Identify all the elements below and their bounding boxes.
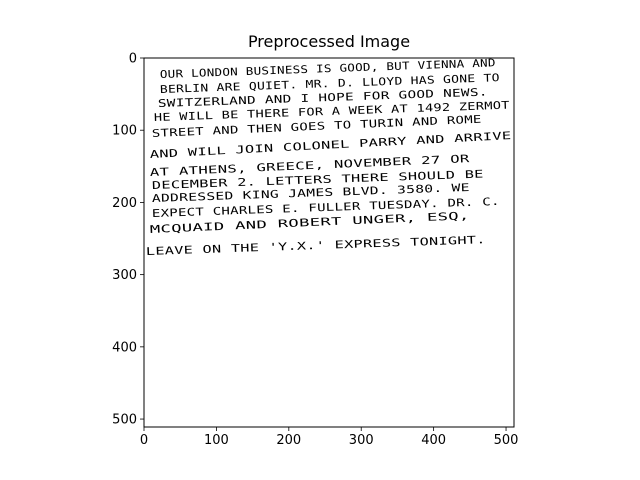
- y-tick-label: 200: [112, 196, 137, 211]
- x-tick-label: 0: [140, 433, 148, 448]
- figure-title: Preprocessed Image: [247, 32, 411, 51]
- y-tick-label: 400: [112, 340, 137, 355]
- x-tick-label: 100: [204, 433, 229, 448]
- x-tick-label: 400: [421, 433, 446, 448]
- image-area: [144, 58, 514, 427]
- x-tick-label: 300: [349, 433, 374, 448]
- y-tick-label: 300: [112, 268, 137, 283]
- x-tick-label: 200: [276, 433, 301, 448]
- y-tick-label: 100: [112, 124, 137, 139]
- axes-frame: [143, 57, 515, 428]
- x-axis: 0 100 200 300 400 500: [140, 427, 519, 448]
- y-axis: 0 100 200 300 400 500: [112, 52, 144, 428]
- y-tick-label: 0: [129, 52, 137, 67]
- y-tick-label: 500: [112, 413, 137, 428]
- x-tick-label: 500: [494, 433, 519, 448]
